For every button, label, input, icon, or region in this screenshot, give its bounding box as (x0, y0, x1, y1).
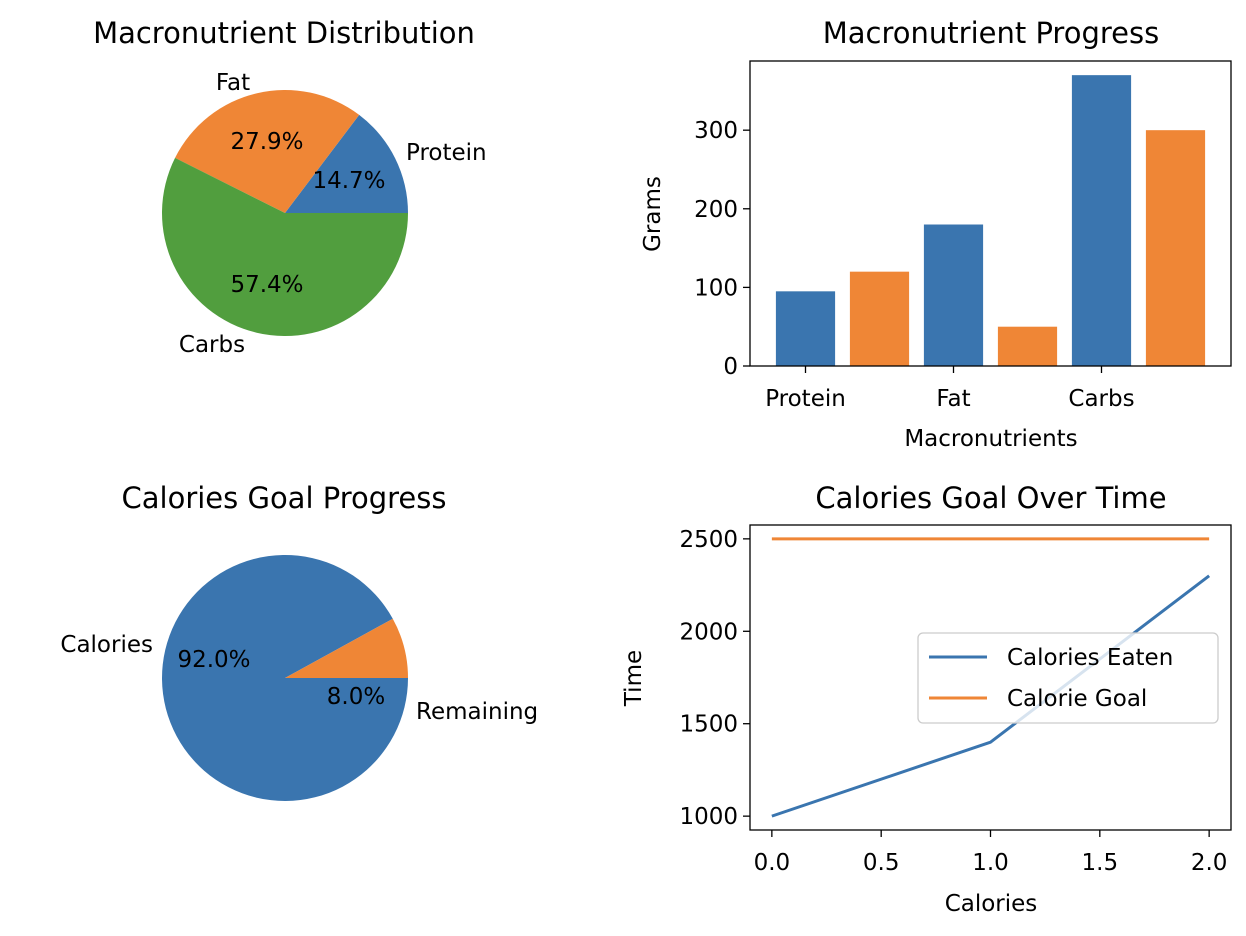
chart-title: Macronutrient Distribution (93, 16, 475, 50)
pie-slice-remaining (285, 618, 408, 678)
chart-title: Calories Goal Progress (122, 481, 447, 515)
slice-percent-calories: 92.0% (177, 647, 250, 673)
x-tick-label: Fat (936, 386, 970, 412)
y-tick-label: 2000 (679, 619, 738, 645)
slice-label-fat: Fat (216, 70, 250, 96)
x-tick-label: 1.0 (972, 850, 1009, 876)
pie-slice-carbs (162, 157, 408, 337)
x-tick-label: Carbs (1068, 386, 1134, 412)
x-axis-label: Macronutrients (904, 426, 1077, 452)
y-tick-label: 200 (694, 197, 738, 223)
x-tick-label: 0.0 (754, 850, 791, 876)
x-tick-label: 0.5 (863, 850, 900, 876)
x-tick-label: 1.5 (1082, 850, 1119, 876)
x-axis-label: Calories (945, 891, 1038, 917)
y-tick-label: 1500 (679, 712, 738, 738)
line-plot-area: 1000 1500 2000 2500 0.0 0.5 1.0 1.5 2.0 (679, 527, 1227, 876)
slice-percent-protein: 14.7% (312, 168, 385, 194)
pie-slice-protein (285, 114, 408, 213)
legend-label-calorie-goal: Calorie Goal (1007, 686, 1147, 712)
pie-chart-calories-goal-progress: Calories Goal Progress Calories Remainin… (60, 481, 538, 802)
bar-1 (849, 271, 910, 366)
y-tick-label: 2500 (679, 527, 738, 553)
slice-label-protein: Protein (406, 140, 487, 166)
bar-4 (1071, 75, 1132, 367)
pie-slice-fat (175, 89, 360, 213)
legend: Calories Eaten Calorie Goal (917, 632, 1219, 724)
pie-chart-macronutrient-distribution: Macronutrient Distribution Protein Fat C… (93, 16, 487, 358)
slice-label-remaining: Remaining (416, 699, 538, 725)
pie-slices (162, 555, 409, 802)
plot-frame (749, 60, 1232, 367)
line-chart-calories-goal-over-time: Calories Goal Over Time 1000 1500 2000 2500… (621, 481, 1232, 917)
slice-percent-carbs: 57.4% (230, 272, 303, 298)
y-tick-label: 0 (723, 354, 738, 380)
bar-2 (923, 224, 984, 366)
x-tick-label: 2.0 (1191, 850, 1228, 876)
legend-label-calories-eaten: Calories Eaten (1007, 645, 1173, 671)
y-tick-label: 100 (694, 275, 738, 301)
pie-slices (162, 89, 408, 337)
y-tick-label: 1000 (679, 804, 738, 830)
bar-0 (775, 291, 836, 366)
y-axis-label: Grams (640, 176, 666, 252)
chart-title: Calories Goal Over Time (815, 481, 1166, 515)
series-line-calories-eaten (771, 574, 1211, 818)
chart-title: Macronutrient Progress (823, 16, 1159, 50)
slice-percent-remaining: 8.0% (327, 684, 385, 710)
slice-label-calories: Calories (60, 632, 153, 658)
bar-plot-area: 0 100 200 300 Protein Fat Carbs (694, 75, 1206, 412)
legend-box (917, 632, 1219, 724)
plot-frame (749, 524, 1232, 831)
bar-3 (997, 326, 1058, 366)
y-tick-label: 300 (694, 118, 738, 144)
bar-5 (1145, 130, 1206, 366)
x-tick-label: Protein (765, 386, 846, 412)
y-axis-label: Time (621, 650, 647, 707)
slice-label-carbs: Carbs (179, 332, 245, 358)
slice-percent-fat: 27.9% (230, 129, 303, 155)
bar-chart-macronutrient-progress: Macronutrient Progress 0 100 200 300 Protein… (640, 16, 1232, 452)
